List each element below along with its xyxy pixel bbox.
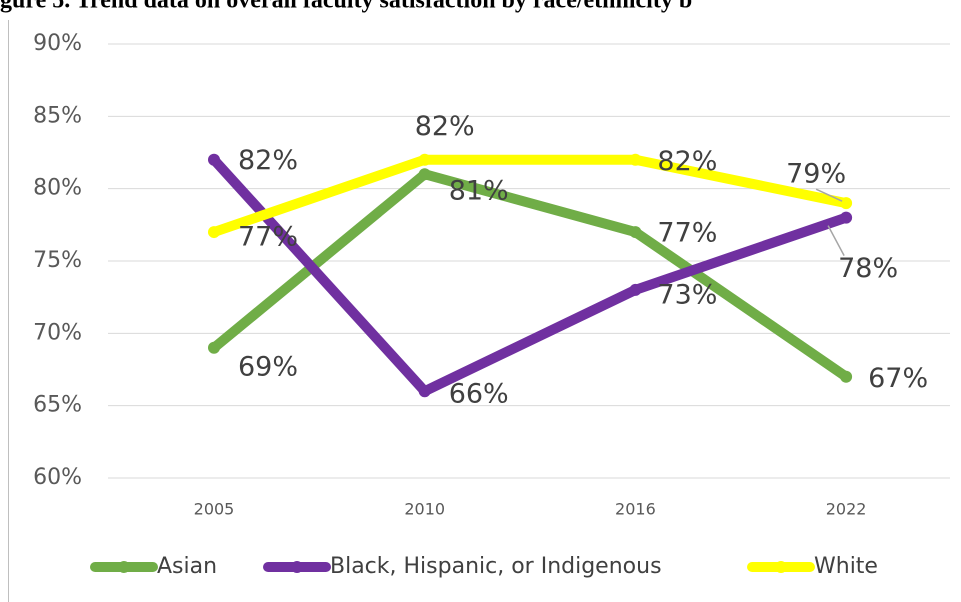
data-label: 73% (657, 279, 717, 310)
point (629, 153, 642, 166)
point (418, 153, 431, 166)
legend-marker (291, 561, 303, 573)
data-label: 77% (238, 222, 298, 253)
point (418, 168, 431, 181)
point (208, 341, 220, 354)
data-label: 82% (657, 146, 717, 177)
series-line (210, 169, 849, 381)
y-tick-label: 85% (33, 103, 82, 128)
data-label: 78% (838, 253, 898, 284)
leader-line (815, 188, 843, 202)
point (840, 370, 853, 383)
point (208, 226, 220, 239)
y-tick-label: 90% (33, 31, 82, 56)
data-label: 77% (657, 218, 717, 249)
point (629, 283, 642, 296)
x-tick-label: 2016 (615, 500, 656, 519)
legend-label: Black, Hispanic, or Indigenous (330, 554, 662, 579)
y-tick-label: 80% (33, 176, 82, 201)
legend-label: White (814, 554, 878, 579)
data-label: 82% (238, 145, 298, 176)
legend-marker (775, 561, 787, 573)
point (629, 226, 642, 239)
point (418, 385, 431, 398)
legend-label: Asian (157, 554, 217, 579)
data-label: 69% (238, 351, 298, 382)
point (840, 211, 853, 224)
x-tick-label: 2010 (404, 500, 445, 519)
data-label: 82% (415, 111, 475, 142)
y-tick-label: 65% (33, 393, 82, 418)
point (840, 197, 853, 210)
series-line (210, 156, 848, 397)
y-tick-label: 60% (33, 465, 82, 490)
data-label: 66% (449, 379, 509, 410)
series-line (212, 154, 848, 237)
x-tick-label: 2005 (194, 500, 235, 519)
data-label: 67% (868, 363, 928, 394)
data-label: 81% (449, 176, 509, 207)
y-tick-label: 75% (33, 248, 82, 273)
leader-line (827, 225, 845, 256)
legend-marker (118, 561, 130, 573)
y-tick-label: 70% (33, 320, 82, 345)
data-label: 79% (786, 159, 846, 190)
x-tick-label: 2022 (826, 500, 867, 519)
point (208, 153, 220, 166)
chart-title: gure 5. Trend data on overall faculty sa… (0, 0, 692, 14)
